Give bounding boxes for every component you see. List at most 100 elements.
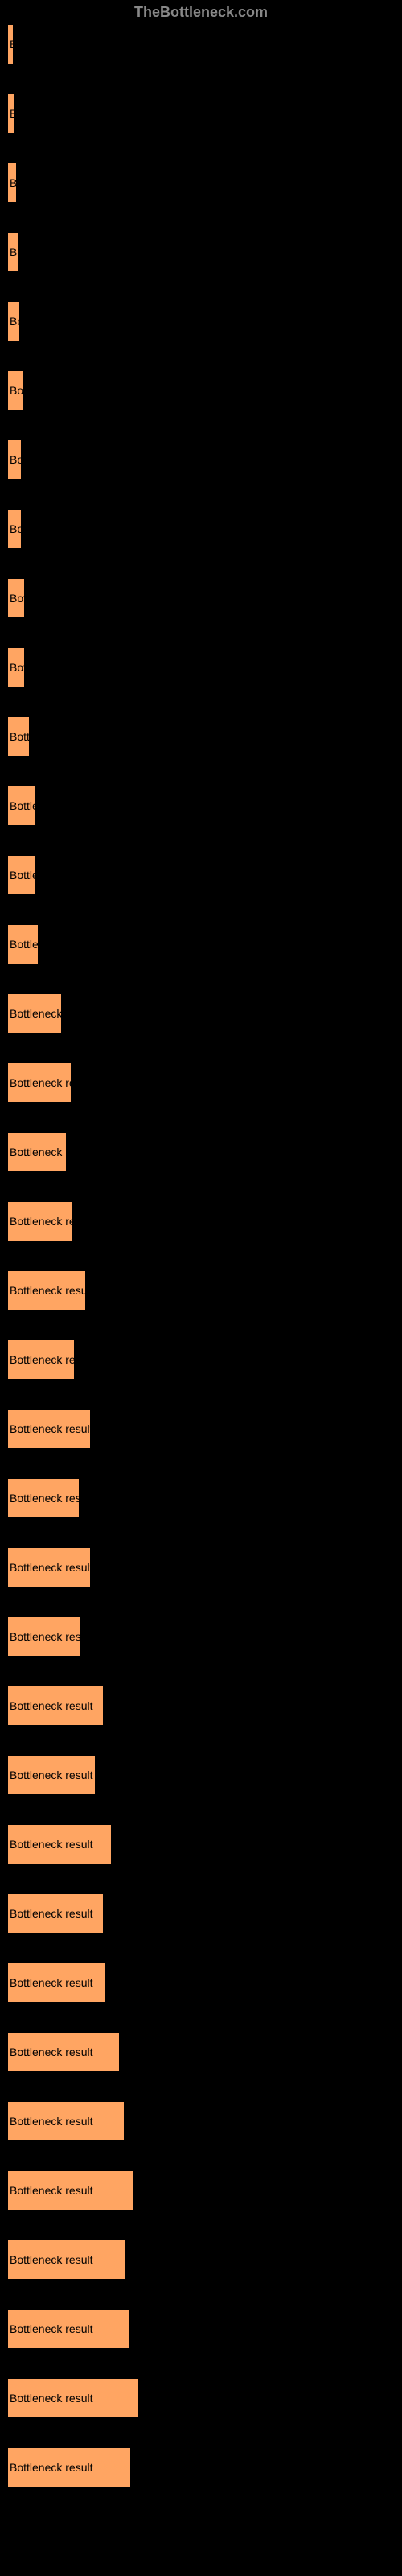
bar-row: Bottleneck result bbox=[8, 2448, 394, 2487]
bar-row: Bottleneck result bbox=[8, 1340, 394, 1379]
bar-label: Bottleneck result bbox=[8, 1756, 95, 1794]
bar: Bottleneck result bbox=[8, 25, 13, 64]
bar: Bottleneck result bbox=[8, 163, 16, 202]
bar-label: Bottleneck result bbox=[8, 2171, 133, 2210]
bar: Bottleneck result bbox=[8, 94, 14, 133]
bar: Bottleneck result bbox=[8, 579, 24, 617]
bar-row: Bottleneck result bbox=[8, 1133, 394, 1171]
bar-row: Bottleneck result bbox=[8, 1617, 394, 1656]
bar: Bottleneck result bbox=[8, 2240, 125, 2279]
bar-label: Bottleneck result bbox=[8, 2310, 129, 2348]
bar: Bottleneck result bbox=[8, 2102, 124, 2140]
bar-label: Bottleneck result bbox=[8, 856, 35, 894]
bar: Bottleneck result bbox=[8, 1063, 71, 1102]
site-header: TheBottleneck.com bbox=[0, 0, 402, 25]
bar-label: Bottleneck result bbox=[8, 994, 61, 1033]
bar-label: Bottleneck result bbox=[8, 1894, 103, 1933]
bar: Bottleneck result bbox=[8, 1340, 74, 1379]
bar: Bottleneck result bbox=[8, 1756, 95, 1794]
bar: Bottleneck result bbox=[8, 1963, 105, 2002]
bar: Bottleneck result bbox=[8, 440, 21, 479]
bar-row: Bottleneck result bbox=[8, 2171, 394, 2210]
bar-row: Bottleneck result bbox=[8, 302, 394, 341]
bar-row: Bottleneck result bbox=[8, 786, 394, 825]
bar-label: Bottleneck result bbox=[8, 163, 16, 202]
bar-row: Bottleneck result bbox=[8, 994, 394, 1033]
bar: Bottleneck result bbox=[8, 2448, 130, 2487]
bar: Bottleneck result bbox=[8, 717, 29, 756]
bar-row: Bottleneck result bbox=[8, 1479, 394, 1517]
bar-row: Bottleneck result bbox=[8, 94, 394, 133]
bar-label: Bottleneck result bbox=[8, 1686, 103, 1725]
bar: Bottleneck result bbox=[8, 1686, 103, 1725]
bar: Bottleneck result bbox=[8, 856, 35, 894]
bar-label: Bottleneck result bbox=[8, 1063, 71, 1102]
bar-label: Bottleneck result bbox=[8, 925, 38, 964]
bar-row: Bottleneck result bbox=[8, 510, 394, 548]
bar-label: Bottleneck result bbox=[8, 717, 29, 756]
bar: Bottleneck result bbox=[8, 1825, 111, 1864]
bar-label: Bottleneck result bbox=[8, 2379, 138, 2417]
bar-row: Bottleneck result bbox=[8, 1825, 394, 1864]
bar: Bottleneck result bbox=[8, 1133, 66, 1171]
bar-row: Bottleneck result bbox=[8, 2033, 394, 2071]
bar-label: Bottleneck result bbox=[8, 440, 21, 479]
bar-label: Bottleneck result bbox=[8, 1963, 105, 2002]
bar: Bottleneck result bbox=[8, 1202, 72, 1241]
bar-label: Bottleneck result bbox=[8, 2033, 119, 2071]
bar-label: Bottleneck result bbox=[8, 1340, 74, 1379]
bar-label: Bottleneck result bbox=[8, 1479, 79, 1517]
bar-label: Bottleneck result bbox=[8, 233, 18, 271]
bar-row: Bottleneck result bbox=[8, 2310, 394, 2348]
bar: Bottleneck result bbox=[8, 1894, 103, 1933]
bar-row: Bottleneck result bbox=[8, 233, 394, 271]
bar-label: Bottleneck result bbox=[8, 510, 21, 548]
bar-row: Bottleneck result bbox=[8, 2240, 394, 2279]
bar-row: Bottleneck result bbox=[8, 925, 394, 964]
bar: Bottleneck result bbox=[8, 2310, 129, 2348]
bar-label: Bottleneck result bbox=[8, 94, 14, 133]
bar-row: Bottleneck result bbox=[8, 371, 394, 410]
bar-label: Bottleneck result bbox=[8, 302, 19, 341]
bar-row: Bottleneck result bbox=[8, 1894, 394, 1933]
bar-label: Bottleneck result bbox=[8, 2448, 130, 2487]
bar: Bottleneck result bbox=[8, 648, 24, 687]
bar: Bottleneck result bbox=[8, 994, 61, 1033]
bar-label: Bottleneck result bbox=[8, 1202, 72, 1241]
bar-label: Bottleneck result bbox=[8, 1271, 85, 1310]
bar: Bottleneck result bbox=[8, 233, 18, 271]
bar-row: Bottleneck result bbox=[8, 648, 394, 687]
bar: Bottleneck result bbox=[8, 1617, 80, 1656]
bar-label: Bottleneck result bbox=[8, 786, 35, 825]
bar-row: Bottleneck result bbox=[8, 1686, 394, 1725]
bar-row: Bottleneck result bbox=[8, 1756, 394, 1794]
bar-row: Bottleneck result bbox=[8, 25, 394, 64]
bar: Bottleneck result bbox=[8, 2171, 133, 2210]
bar: Bottleneck result bbox=[8, 2033, 119, 2071]
bar: Bottleneck result bbox=[8, 1548, 90, 1587]
bar: Bottleneck result bbox=[8, 2379, 138, 2417]
bar-row: Bottleneck result bbox=[8, 440, 394, 479]
bar-label: Bottleneck result bbox=[8, 1825, 111, 1864]
bar-row: Bottleneck result bbox=[8, 856, 394, 894]
bar-label: Bottleneck result bbox=[8, 2240, 125, 2279]
bar-label: Bottleneck result bbox=[8, 1548, 90, 1587]
bar-row: Bottleneck result bbox=[8, 2379, 394, 2417]
bar: Bottleneck result bbox=[8, 786, 35, 825]
bar: Bottleneck result bbox=[8, 302, 19, 341]
bar-label: Bottleneck result bbox=[8, 1133, 66, 1171]
bar-label: Bottleneck result bbox=[8, 1410, 90, 1448]
bar: Bottleneck result bbox=[8, 510, 21, 548]
bar: Bottleneck result bbox=[8, 1410, 90, 1448]
bar-label: Bottleneck result bbox=[8, 1617, 80, 1656]
bar-label: Bottleneck result bbox=[8, 25, 13, 64]
bar-row: Bottleneck result bbox=[8, 1548, 394, 1587]
bar-row: Bottleneck result bbox=[8, 2102, 394, 2140]
bar-row: Bottleneck result bbox=[8, 1063, 394, 1102]
bar-row: Bottleneck result bbox=[8, 1410, 394, 1448]
bar-label: Bottleneck result bbox=[8, 2102, 124, 2140]
bar-row: Bottleneck result bbox=[8, 717, 394, 756]
bar-label: Bottleneck result bbox=[8, 579, 24, 617]
bar-row: Bottleneck result bbox=[8, 1963, 394, 2002]
bar-row: Bottleneck result bbox=[8, 1271, 394, 1310]
